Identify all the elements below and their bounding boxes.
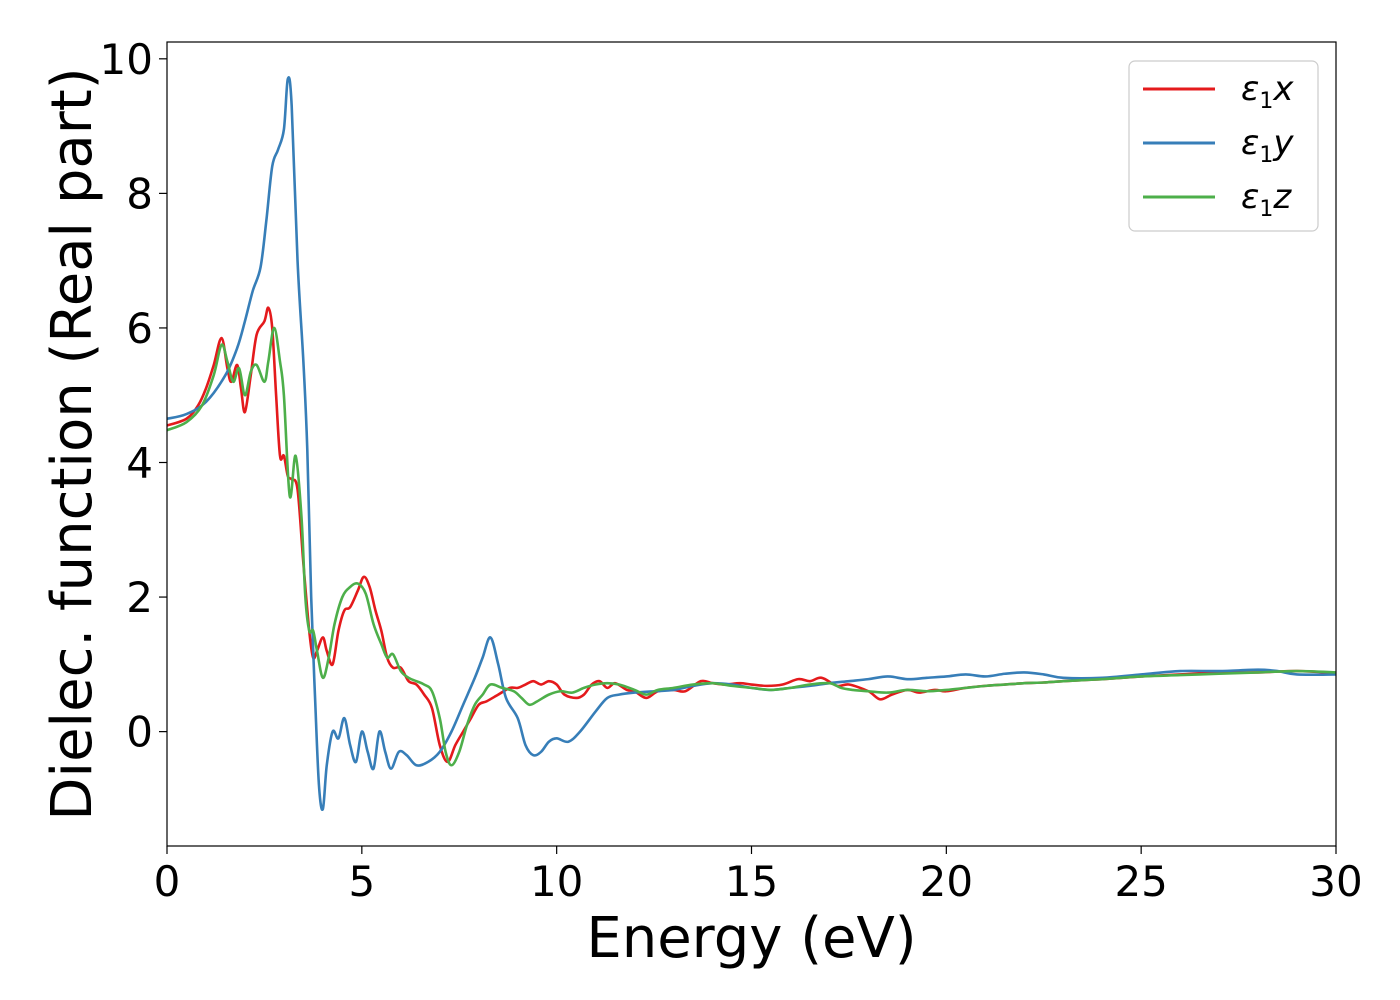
x-tick-label: 0 <box>154 857 181 906</box>
x-tick-label: 25 <box>1114 857 1167 906</box>
series-layer <box>167 75 1336 812</box>
x-tick-label: 20 <box>920 857 973 906</box>
y-tick-label: 6 <box>126 304 153 353</box>
legend-label-y: ε1y <box>1241 123 1294 168</box>
legend-label-x: ε1x <box>1241 69 1294 114</box>
x-axis-label: Energy (eV) <box>586 906 916 971</box>
series-line-y <box>167 75 1336 812</box>
y-tick-label: 10 <box>100 35 153 84</box>
legend-label-z: ε1z <box>1241 177 1292 222</box>
y-tick-label: 4 <box>126 439 153 488</box>
x-tick-label: 5 <box>348 857 375 906</box>
y-axis-label: Dielec. function (Real part) <box>40 67 105 820</box>
legend-box <box>1128 60 1319 232</box>
y-axis-ticks: 0 2 4 6 8 10 <box>100 35 167 757</box>
x-axis-ticks: 0 5 10 15 20 25 30 <box>154 846 1363 906</box>
y-tick-label: 8 <box>126 169 153 218</box>
series-line-z <box>167 326 1336 767</box>
y-tick-label: 2 <box>126 573 153 622</box>
x-tick-label: 30 <box>1309 857 1362 906</box>
legend: ε1x ε1y ε1z <box>1128 60 1319 232</box>
y-tick-label: 0 <box>126 708 153 757</box>
series-line-x <box>167 306 1336 764</box>
x-tick-label: 15 <box>725 857 778 906</box>
x-tick-label: 10 <box>530 857 583 906</box>
